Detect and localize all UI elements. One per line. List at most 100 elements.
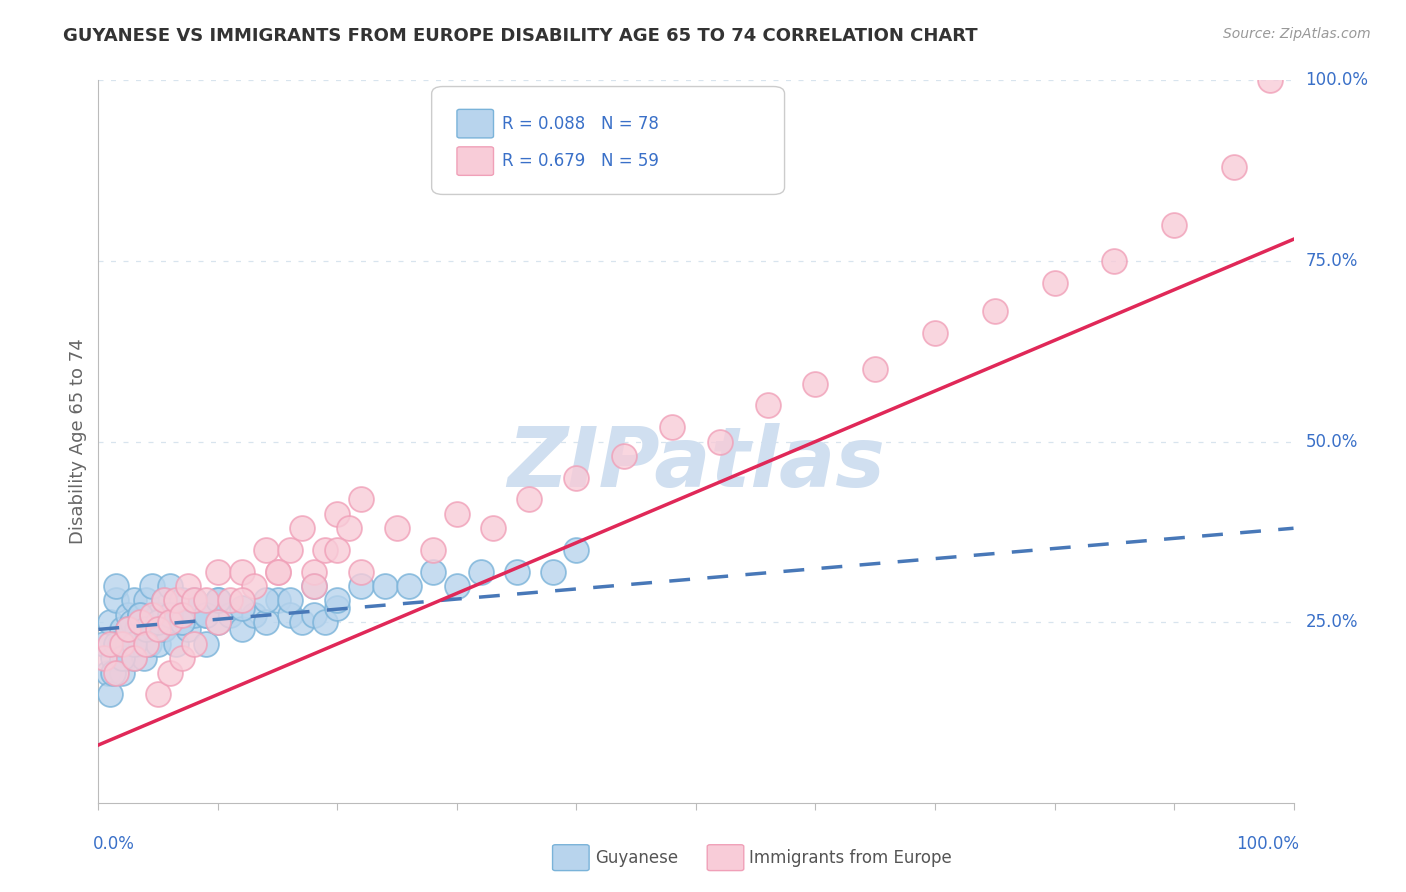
Point bbox=[302, 579, 325, 593]
Point bbox=[172, 615, 194, 630]
Text: 100.0%: 100.0% bbox=[1236, 835, 1299, 854]
Point bbox=[177, 579, 200, 593]
Point bbox=[105, 593, 128, 607]
Point bbox=[565, 471, 588, 485]
Point bbox=[101, 651, 124, 665]
Point bbox=[984, 304, 1007, 318]
Point bbox=[302, 579, 325, 593]
Point bbox=[117, 607, 139, 622]
Point bbox=[159, 665, 181, 680]
Y-axis label: Disability Age 65 to 74: Disability Age 65 to 74 bbox=[69, 339, 87, 544]
Point bbox=[159, 607, 181, 622]
Point bbox=[121, 615, 143, 630]
Text: 75.0%: 75.0% bbox=[1306, 252, 1358, 270]
Point bbox=[124, 637, 146, 651]
Point bbox=[254, 615, 277, 630]
Point bbox=[148, 623, 170, 637]
Point bbox=[315, 542, 337, 557]
Point bbox=[302, 565, 325, 579]
Point bbox=[207, 593, 229, 607]
Point bbox=[278, 542, 301, 557]
Point bbox=[446, 507, 468, 521]
Point bbox=[267, 565, 290, 579]
Point bbox=[183, 593, 205, 607]
Point bbox=[153, 623, 176, 637]
Point bbox=[243, 579, 266, 593]
Point bbox=[709, 434, 731, 449]
Point bbox=[98, 687, 122, 701]
Point bbox=[111, 623, 134, 637]
Text: Source: ZipAtlas.com: Source: ZipAtlas.com bbox=[1223, 27, 1371, 41]
Point bbox=[172, 615, 194, 630]
Point bbox=[135, 637, 157, 651]
Point bbox=[148, 615, 170, 630]
Point bbox=[865, 362, 887, 376]
Point bbox=[422, 542, 444, 557]
Point bbox=[101, 665, 124, 680]
Point bbox=[350, 565, 373, 579]
Text: Immigrants from Europe: Immigrants from Europe bbox=[749, 849, 952, 867]
Point bbox=[195, 607, 218, 622]
Point bbox=[219, 607, 242, 622]
Point bbox=[141, 579, 163, 593]
Point bbox=[291, 521, 314, 535]
Point bbox=[98, 615, 122, 630]
Point bbox=[172, 607, 194, 622]
Point bbox=[159, 607, 181, 622]
Point bbox=[482, 521, 505, 535]
Point bbox=[278, 593, 301, 607]
Point bbox=[207, 593, 229, 607]
Point bbox=[141, 607, 163, 622]
Point bbox=[111, 651, 134, 665]
Point bbox=[1163, 218, 1185, 232]
Text: Guyanese: Guyanese bbox=[595, 849, 678, 867]
Point bbox=[315, 615, 337, 630]
Point bbox=[1223, 160, 1246, 174]
Point bbox=[254, 542, 277, 557]
Point bbox=[254, 593, 277, 607]
Point bbox=[135, 623, 157, 637]
Point bbox=[105, 665, 128, 680]
Point bbox=[97, 665, 120, 680]
Point bbox=[125, 623, 148, 637]
Point bbox=[804, 376, 827, 391]
Point bbox=[517, 492, 540, 507]
Point bbox=[291, 615, 314, 630]
Text: R = 0.088   N = 78: R = 0.088 N = 78 bbox=[502, 115, 659, 133]
Point bbox=[267, 593, 290, 607]
Point bbox=[98, 637, 122, 651]
Point bbox=[183, 607, 205, 622]
Point bbox=[385, 521, 409, 535]
Point bbox=[1043, 276, 1066, 290]
Point bbox=[302, 607, 325, 622]
Point bbox=[111, 637, 134, 651]
Point bbox=[114, 651, 136, 665]
Text: 100.0%: 100.0% bbox=[1306, 71, 1368, 89]
Point bbox=[243, 607, 266, 622]
Point bbox=[153, 593, 176, 607]
Point bbox=[108, 637, 131, 651]
Point bbox=[129, 615, 152, 630]
Point bbox=[124, 651, 146, 665]
Point bbox=[207, 615, 229, 630]
Point bbox=[153, 593, 176, 607]
Point bbox=[326, 600, 349, 615]
Text: ZIPatlas: ZIPatlas bbox=[508, 423, 884, 504]
Point bbox=[177, 623, 200, 637]
Point bbox=[756, 398, 779, 412]
Point bbox=[172, 593, 194, 607]
Point bbox=[195, 607, 218, 622]
Point bbox=[93, 637, 115, 651]
Text: 0.0%: 0.0% bbox=[93, 835, 135, 854]
Point bbox=[129, 607, 152, 622]
Point bbox=[183, 593, 205, 607]
Point bbox=[231, 565, 253, 579]
Point bbox=[398, 579, 420, 593]
Point bbox=[374, 579, 396, 593]
Point bbox=[350, 579, 373, 593]
Point bbox=[159, 579, 181, 593]
Point bbox=[278, 607, 301, 622]
Point bbox=[183, 593, 205, 607]
Point bbox=[159, 615, 181, 630]
Point bbox=[124, 593, 146, 607]
